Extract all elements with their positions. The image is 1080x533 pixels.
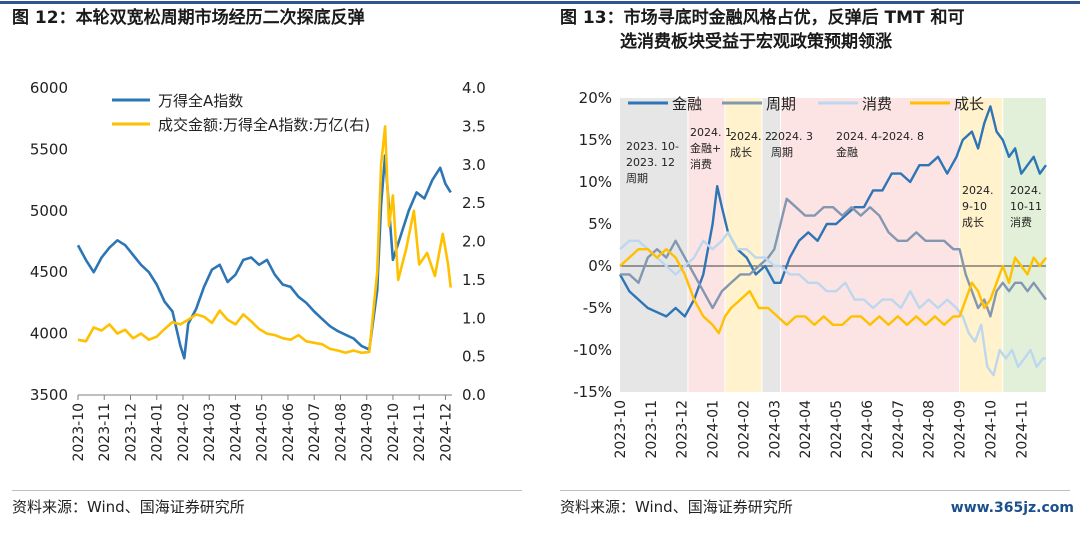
- right-band-label: 消费: [690, 157, 712, 171]
- right-x-tick-label: 2024-05: [829, 400, 845, 459]
- watermark: www.365jz.com: [950, 500, 1074, 516]
- left-y2-tick-label: 2.0: [462, 233, 486, 251]
- right-y-tick-label: 10%: [579, 173, 612, 191]
- left-y-tick-label: 3500: [30, 386, 68, 404]
- right-band-label: 成长: [730, 146, 752, 159]
- left-x-tick-label: 2024-07: [307, 403, 323, 462]
- left-series-line-1: [76, 154, 452, 360]
- left-y2-tick-label: 2.5: [462, 194, 486, 212]
- right-band-label: 成长: [962, 216, 984, 229]
- right-x-tick-label: 2024-07: [891, 400, 907, 459]
- left-y-tick-label: 6000: [30, 79, 68, 97]
- right-band-label: 10-11: [1010, 200, 1042, 213]
- left-x-tick-label: 2024-03: [202, 403, 218, 462]
- right-figure-title: 图 13：市场寻底时金融风格占优，反弹后 TMT 和可 选消费板块受益于宏观政策…: [560, 6, 1070, 54]
- right-y-tick-label: 20%: [579, 89, 612, 107]
- left-chart: 3500 4000 4500 5000 5500 6000 0.0 0.5 1.0 1.5 2.0 2…: [30, 79, 486, 462]
- left-y2-tick-label: 3.0: [462, 156, 486, 174]
- left-x-tick-label: 2023-10: [71, 403, 87, 462]
- right-band-label: 2023. 12: [626, 156, 675, 169]
- left-source-note: 资料来源：Wind、国海证券研究所: [12, 498, 245, 516]
- right-x-tick-label: 2024-06: [860, 400, 876, 459]
- right-band-label: 周期: [626, 172, 648, 185]
- left-y2-tick-label: 1.5: [462, 271, 486, 289]
- right-band-label: 消费: [1010, 215, 1032, 229]
- right-band-5: [780, 98, 960, 392]
- right-legend-label: 金融: [672, 95, 702, 113]
- left-x-tick-label: 2024-05: [255, 403, 271, 462]
- right-chart: 2023. 10- 2023. 12 周期 2024. 1 金融+ 消费 2024. 2 成长…: [573, 89, 1047, 459]
- right-band-3: [724, 98, 762, 392]
- left-figure-title: 图 12：本轮双宽松周期市场经历二次探底反弹: [12, 8, 365, 28]
- left-legend-label: 万得全A指数: [158, 92, 243, 110]
- left-y2-tick-label: 1.0: [462, 309, 486, 327]
- right-band-label: 2024.: [1010, 184, 1042, 197]
- left-bottom-rule: [12, 490, 522, 491]
- right-x-tick-label: 2023-11: [644, 400, 660, 459]
- right-band-label: 2024. 2: [730, 130, 772, 143]
- top-rule: [0, 1, 1080, 4]
- right-band-6: [959, 98, 1003, 392]
- right-band-label: 9-10: [962, 200, 987, 213]
- left-y2-tick-label: 3.5: [462, 117, 486, 135]
- right-bottom-rule: [560, 490, 1070, 491]
- right-x-tick-label: 2024-02: [736, 400, 752, 459]
- left-y2-tick-label: 0.5: [462, 348, 486, 366]
- left-x-tick-label: 2023-11: [97, 403, 113, 462]
- right-x-tick-label: 2024-01: [706, 400, 722, 459]
- right-legend-label: 成长: [954, 95, 984, 113]
- right-x-tick-label: 2024-09: [953, 400, 969, 459]
- right-title-line2: 选消费板块受益于宏观政策预期领涨: [620, 32, 892, 52]
- left-x-tick-label: 2024-02: [176, 403, 192, 462]
- right-title-line1: 图 13：市场寻底时金融风格占优，反弹后 TMT 和可: [560, 8, 965, 28]
- right-band-label: 周期: [771, 146, 793, 159]
- left-y-tick-label: 4000: [30, 325, 68, 343]
- right-band-7: [1002, 98, 1046, 392]
- right-band-label: 2023. 10-: [626, 140, 679, 153]
- right-series-line-1: [618, 105, 1047, 318]
- right-series-line-3: [619, 231, 1046, 377]
- right-band-label: 金融+: [690, 141, 721, 155]
- right-series-line-2: [620, 197, 1047, 318]
- right-y-tick-label: -5%: [583, 299, 612, 317]
- right-source-note: 资料来源：Wind、国海证券研究所: [560, 498, 793, 516]
- left-y-tick-label: 5000: [30, 202, 68, 220]
- left-x-tick-label: 2023-12: [123, 403, 139, 462]
- right-y-tick-label: -15%: [573, 383, 612, 401]
- right-legend-label: 消费: [862, 95, 892, 113]
- left-x-tick-label: 2024-11: [412, 403, 428, 462]
- left-x-tick-label: 2024-01: [150, 403, 166, 462]
- right-band-4: [762, 98, 781, 392]
- left-x-tick-label: 2024-12: [438, 403, 454, 462]
- right-x-tick-label: 2024-10: [983, 400, 999, 459]
- right-band-label: 2024. 1: [690, 126, 732, 139]
- right-y-tick-label: 0%: [588, 257, 612, 275]
- right-band-label: 金融: [836, 145, 858, 159]
- right-x-tick-label: 2024-03: [767, 400, 783, 459]
- right-x-tick-label: 2023-10: [613, 400, 629, 459]
- right-y-tick-label: -10%: [573, 341, 612, 359]
- right-y-tick-label: 15%: [579, 131, 612, 149]
- left-y2-tick-label: 0.0: [462, 386, 486, 404]
- left-legend-label: 成交金额:万得全A指数:万亿(右): [158, 116, 370, 134]
- right-x-tick-label: 2024-04: [798, 400, 814, 459]
- right-band-label: 2024. 4-2024. 8: [836, 130, 924, 143]
- right-band-label: 2024.: [962, 184, 994, 197]
- right-series-line-4: [619, 248, 1047, 335]
- left-y-tick-label: 4500: [30, 263, 68, 281]
- left-x-tick-label: 2024-04: [228, 403, 244, 462]
- left-x-tick-label: 2024-10: [386, 403, 402, 462]
- right-band-label: 2024. 3: [771, 130, 813, 143]
- right-x-tick-label: 2024-08: [922, 400, 938, 459]
- left-series-line-2: [77, 125, 452, 355]
- left-y2-tick-label: 4.0: [462, 79, 486, 97]
- right-x-tick-label: 2023-12: [675, 400, 691, 459]
- left-x-tick-label: 2024-08: [333, 403, 349, 462]
- right-x-tick-label: 2024-11: [1014, 400, 1030, 459]
- left-x-tick-label: 2024-09: [360, 403, 376, 462]
- right-legend-label: 周期: [766, 95, 796, 113]
- right-y-tick-label: 5%: [588, 215, 612, 233]
- left-x-tick-label: 2024-06: [281, 403, 297, 462]
- left-y-tick-label: 5500: [30, 140, 68, 158]
